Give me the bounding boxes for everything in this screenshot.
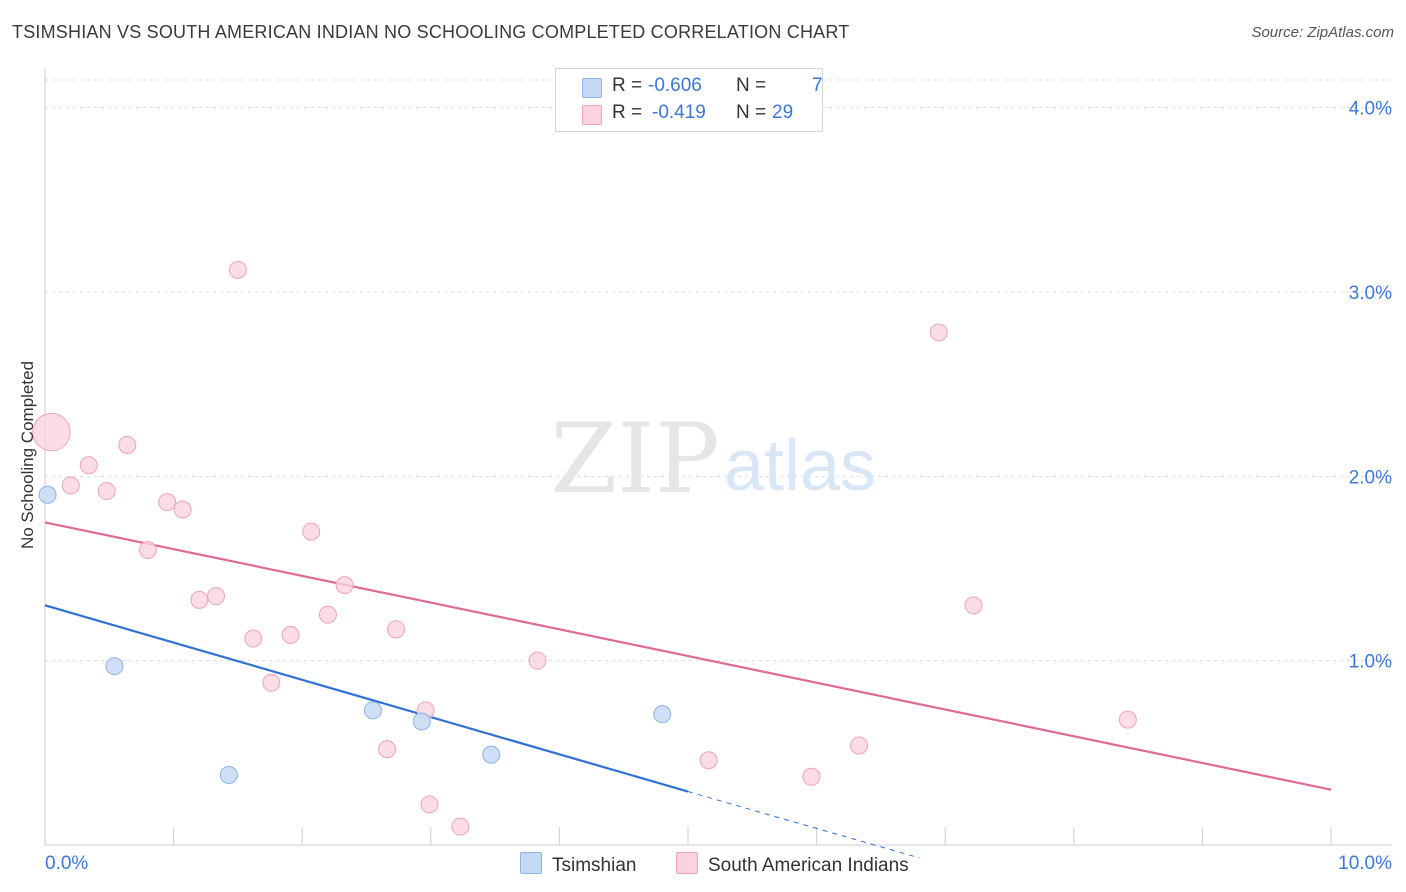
point-tsimshian [412, 712, 431, 731]
point-south-american-indians [850, 736, 869, 755]
point-south-american-indians [118, 435, 137, 454]
point-south-american-indians [964, 596, 983, 615]
y-tick-label: 2.0% [1349, 467, 1392, 488]
point-south-american-indians [32, 412, 71, 452]
point-south-american-indians [420, 795, 439, 814]
y-tick-label: 1.0% [1349, 652, 1392, 673]
axes [44, 68, 1392, 846]
point-south-american-indians [190, 590, 209, 609]
point-tsimshian [38, 485, 57, 504]
data-points [32, 260, 1137, 836]
point-tsimshian [105, 657, 124, 676]
point-south-american-indians [244, 629, 263, 648]
point-south-american-indians [699, 751, 718, 770]
y-axis-label: No Schooling Completed [18, 361, 37, 549]
point-south-american-indians [262, 673, 281, 692]
point-south-american-indians [528, 651, 547, 670]
correlation-legend: R = -0.606 N = 7 R = -0.419 N = 29 [555, 68, 823, 132]
watermark: ZIP atlas [550, 403, 876, 515]
grid [45, 79, 1392, 662]
point-tsimshian [219, 765, 238, 784]
n-value: 29 [772, 102, 794, 123]
n-label: N = [736, 75, 767, 96]
legend-item-south-american-indians: South American Indians [676, 852, 909, 877]
point-south-american-indians [378, 740, 397, 759]
tick-labels: 1.0% 2.0% 3.0% 4.0% 0.0% 10.0% [45, 99, 1392, 874]
point-south-american-indians [97, 482, 116, 501]
r-label: R = [612, 102, 643, 123]
point-south-american-indians [387, 620, 406, 639]
legend-label: South American Indians [708, 855, 909, 876]
chart-title: TSIMSHIAN VS SOUTH AMERICAN INDIAN NO SC… [12, 22, 850, 42]
legend-label: Tsimshian [552, 855, 637, 876]
y-tick-label: 4.0% [1349, 99, 1392, 120]
point-south-american-indians [318, 605, 337, 624]
trend-line-tsimshian [44, 604, 689, 793]
point-south-american-indians [302, 522, 321, 541]
legend-item-tsimshian: Tsimshian [520, 852, 636, 877]
point-south-american-indians [451, 817, 470, 836]
point-south-american-indians [158, 493, 177, 512]
sai-swatch [676, 852, 698, 874]
x-tick-label: 10.0% [1338, 853, 1392, 874]
point-south-american-indians [281, 625, 300, 644]
y-tick-label: 3.0% [1349, 283, 1392, 304]
n-label: N = [736, 102, 767, 123]
point-tsimshian [653, 705, 672, 724]
x-tick-label: 0.0% [45, 853, 88, 874]
point-south-american-indians [335, 576, 354, 595]
watermark-zip: ZIP [550, 403, 719, 515]
tsimshian-swatch [582, 78, 602, 98]
r-value: -0.606 [648, 75, 702, 96]
point-tsimshian [482, 745, 501, 764]
point-south-american-indians [1118, 710, 1137, 729]
trend-line-south-american-indians [44, 521, 1332, 791]
point-south-american-indians [207, 587, 226, 606]
trend-line-tsimshian-extension [687, 791, 920, 859]
point-south-american-indians [228, 260, 247, 279]
tsimshian-swatch [520, 852, 542, 874]
point-south-american-indians [61, 476, 80, 495]
point-tsimshian [363, 701, 382, 720]
point-south-american-indians [79, 456, 98, 475]
point-south-american-indians [802, 767, 821, 786]
r-label: R = [612, 75, 643, 96]
point-south-american-indians [173, 500, 192, 519]
r-value: -0.419 [652, 102, 706, 123]
point-south-american-indians [138, 541, 157, 560]
source-label: Source: ZipAtlas.com [1251, 24, 1394, 41]
sai-swatch [582, 105, 602, 125]
trend-lines [44, 521, 1332, 859]
watermark-atlas: atlas [724, 426, 876, 506]
n-value: 7 [812, 75, 823, 96]
point-south-american-indians [929, 323, 948, 342]
